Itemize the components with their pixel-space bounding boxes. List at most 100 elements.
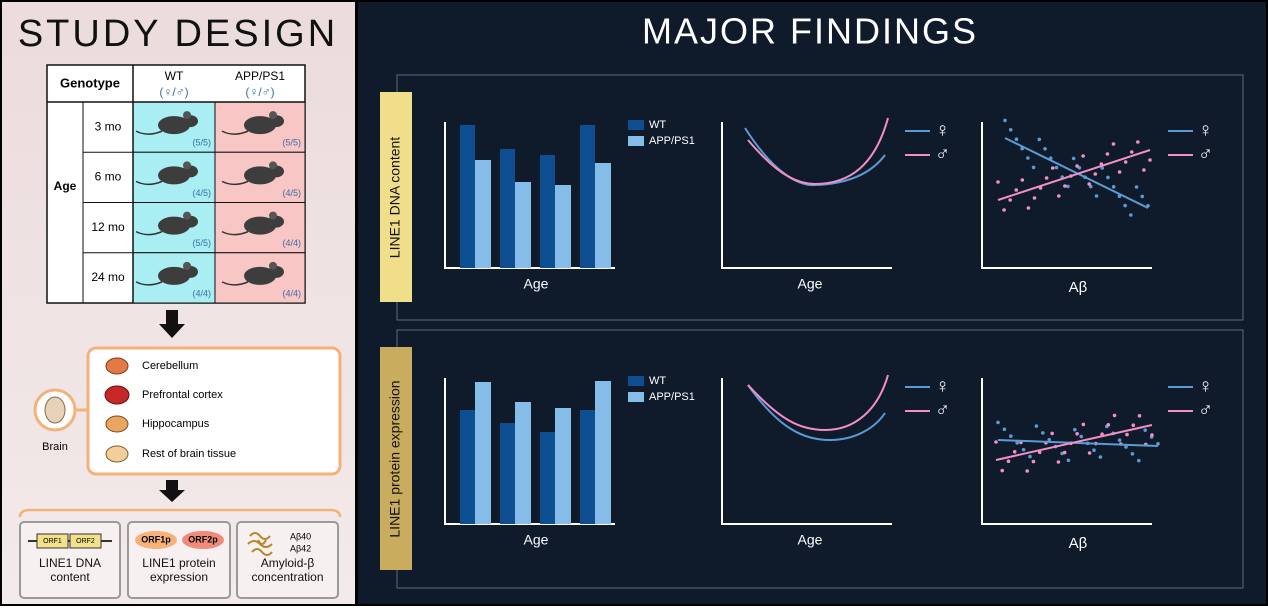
legend-swatch (628, 136, 644, 146)
scatter-dot (1134, 185, 1139, 189)
amyloid-label: Aβ40 (290, 531, 311, 541)
legend-label: APP/PS1 (649, 391, 695, 403)
axis-label: Age (524, 532, 549, 548)
mouse-ear (183, 161, 191, 170)
age-row-label: 12 mo (91, 220, 125, 234)
axis (721, 378, 892, 525)
scatter-dot (1009, 434, 1013, 438)
output-label: LINE1 protein expression (142, 556, 216, 584)
brain-label: Brain (42, 441, 68, 453)
legend-label: WT (649, 119, 666, 131)
mouse-icon (221, 211, 284, 236)
scatter-dot (1105, 152, 1110, 156)
scatter-dot (996, 420, 1000, 425)
bar-app (555, 185, 571, 268)
label-bar (380, 92, 412, 302)
orf-box (36, 533, 69, 549)
scatter-dot (1100, 166, 1105, 170)
mouse-tail (135, 281, 163, 286)
orf-box (69, 533, 102, 549)
scatter-dot (1043, 147, 1047, 151)
trend-male (995, 424, 1153, 461)
scatter-dot (1081, 154, 1085, 158)
age-row-label: 6 mo (95, 170, 122, 184)
legend-label: ♀ (1198, 119, 1213, 141)
scatter-dot (1062, 450, 1067, 455)
mouse-body (158, 266, 190, 285)
scatter-dot (1073, 427, 1077, 432)
scatter-dot (1044, 176, 1049, 180)
sample-count: (5/5) (192, 138, 211, 148)
curve-female (747, 384, 886, 442)
output-label-box: Amyloid-β concentration (251, 556, 323, 584)
region-label: Rest of brain tissue (142, 448, 236, 460)
scatter-dot (1142, 168, 1146, 172)
scatter-dot (1026, 206, 1031, 210)
sample-count: (4/5) (282, 188, 301, 198)
design-table: Genotype WT (♀/♂) APP/PS1 (♀/♂) Age (5/5… (46, 64, 306, 304)
output-label: LINE1 DNA content (38, 556, 102, 584)
scatter-dot (1124, 445, 1128, 449)
legend-label: ♂ (1198, 399, 1213, 421)
sample-count: (5/5) (192, 238, 211, 248)
panel-label: LINE1 protein expression (387, 380, 403, 537)
axis (981, 122, 1152, 269)
scatter-dot (1093, 172, 1098, 176)
scatter-dot (1054, 165, 1059, 170)
mouse-ear (269, 211, 277, 220)
protein-label: ORF2p (188, 534, 218, 544)
scatter-dot (1137, 414, 1142, 418)
legend-label: WT (649, 375, 666, 387)
scatter-dot (1071, 156, 1076, 161)
mouse-body (244, 216, 276, 235)
brain-icon (44, 396, 66, 424)
legend-swatch (628, 376, 644, 386)
scatter-dot (1028, 454, 1032, 459)
axis-label: Aβ (1069, 535, 1088, 552)
scatter-dot (1087, 182, 1091, 186)
scatter-dot (1094, 194, 1099, 198)
mouse-icon (135, 261, 198, 286)
mouse-body (244, 166, 276, 185)
bar-wt (500, 423, 515, 524)
scatter-dot (1156, 442, 1160, 446)
scatter-dot (1106, 175, 1110, 180)
scatter-dot (1026, 156, 1030, 160)
mouse-ear (269, 161, 277, 170)
age-row-label: 3 mo (95, 119, 122, 133)
age-row-label: 24 mo (91, 270, 125, 284)
scatter-dot (1008, 198, 1012, 202)
scatter-dot (1057, 194, 1061, 198)
bar-wt (580, 125, 595, 268)
mouse-ear (183, 211, 191, 220)
legend-label: APP/PS1 (649, 135, 695, 147)
scatter-dot (1123, 160, 1128, 164)
scatter-dot (1002, 208, 1006, 212)
output-label-box: LINE1 DNA content (38, 556, 102, 584)
scatter-dot (1123, 203, 1127, 208)
region-label: Cerebellum (142, 360, 198, 372)
mouse-body (244, 266, 276, 285)
findings-panel (358, 2, 1266, 604)
scatter-dot (1020, 178, 1025, 182)
mouse-ear (269, 111, 277, 120)
scatter-dot (1079, 434, 1083, 439)
orf-label: ORF2 (76, 538, 95, 545)
scatter-dot (1066, 458, 1071, 463)
scatter-dot (1143, 428, 1147, 432)
region-icon (105, 445, 129, 463)
bar-wt (540, 155, 555, 268)
scatter-dot (1047, 437, 1051, 442)
scatter-dot (1111, 185, 1116, 189)
output-box (236, 521, 339, 599)
scatter-dot (996, 180, 1000, 184)
mouse-icon (135, 161, 198, 186)
scatter-dot (1129, 150, 1134, 154)
sample-count: (4/4) (192, 288, 211, 298)
scatter-dot (1148, 158, 1152, 162)
bar-wt (580, 410, 595, 524)
scatter-dot (1050, 431, 1054, 436)
mouse-tail (221, 230, 249, 236)
bar-app (595, 163, 611, 268)
scatter-dot (1002, 427, 1007, 432)
